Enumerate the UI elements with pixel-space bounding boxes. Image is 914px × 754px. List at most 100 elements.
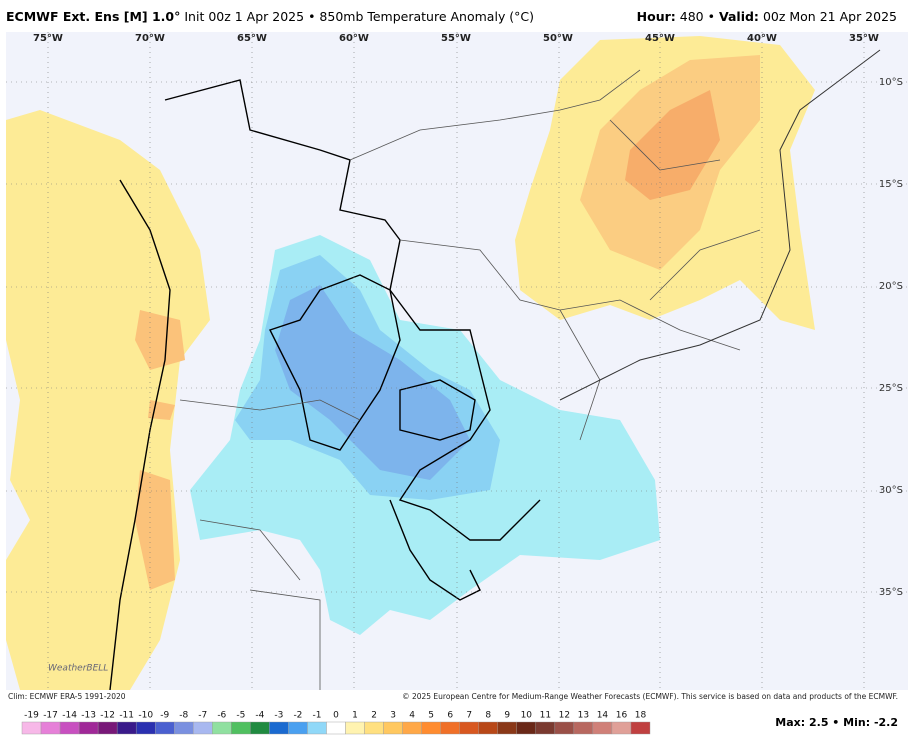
colorbar-swatch (440, 721, 460, 735)
colorbar-swatch (345, 721, 365, 735)
colorbar-swatch (554, 721, 575, 735)
climo-note: Clim: ECMWF ERA-5 1991-2020 (8, 692, 126, 701)
path (179, 399, 361, 690)
colorbar-label: 9 (504, 711, 510, 721)
path (349, 69, 641, 161)
path (269, 274, 401, 451)
colorbar-label: -13 (81, 711, 96, 721)
colorbar-label: -12 (100, 711, 115, 721)
colorbar-swatch (193, 721, 213, 735)
colorbar-swatch (307, 721, 327, 735)
map-body: WeatherBELL (6, 32, 908, 690)
valid: 00z Mon 21 Apr 2025 (763, 9, 897, 24)
colorbar-label: 8 (485, 711, 491, 721)
map: WeatherBELL 75°W 70°W 65°W 60°W 55°W 50°W 45°W… (6, 32, 908, 690)
lon-label: 35°W (849, 33, 879, 44)
colorbar-label: 0 (333, 711, 339, 721)
lon-label: 40°W (747, 33, 777, 44)
lat-label: 15°S (879, 179, 903, 190)
hour-label: Hour: (637, 9, 676, 24)
colorbar-swatch (21, 721, 42, 735)
colorbar-swatch (231, 721, 251, 735)
colorbar-label: -17 (43, 711, 58, 721)
colorbar-label: 2 (371, 711, 377, 721)
colorbar-label: 12 (559, 711, 570, 721)
colorbar-swatch (116, 721, 137, 735)
lat-label: 35°S (879, 587, 903, 598)
model: ECMWF Ext. Ens [M] 1.0° (6, 9, 180, 24)
colorbar-swatch (478, 721, 498, 735)
colorbar-label: 7 (466, 711, 472, 721)
lon-label: 75°W (33, 33, 63, 44)
colorbar-swatch (269, 721, 289, 735)
colorbar-label: 1 (352, 711, 358, 721)
hour: 480 • (680, 9, 715, 24)
colorbar-swatch (326, 721, 346, 735)
colorbar-swatch (78, 721, 99, 735)
colorbar-swatch (592, 721, 613, 735)
lat-label: 20°S (879, 281, 903, 292)
colorbar-label: 4 (409, 711, 415, 721)
colorbar-swatch (288, 721, 308, 735)
colorbar-label: -7 (198, 711, 207, 721)
cold-area (275, 285, 470, 480)
colorbar-label: 6 (447, 711, 453, 721)
colorbar-label: -9 (160, 711, 169, 721)
colorbar-label: -5 (236, 711, 245, 721)
colorbar-label: 16 (616, 711, 628, 721)
lon-labels: 75°W 70°W 65°W 60°W 55°W 50°W 45°W 40°W 35°W (33, 33, 879, 44)
colorbar-label: 10 (521, 711, 533, 721)
copyright: © 2025 European Centre for Medium-Range … (402, 692, 898, 701)
colorbar-swatch (421, 721, 441, 735)
path (389, 499, 481, 601)
colorbar-swatch (40, 721, 61, 735)
lon-label: 60°W (339, 33, 369, 44)
colorbar-swatch (497, 721, 517, 735)
lat-label: 25°S (879, 383, 903, 394)
colorbar-label: 18 (635, 711, 647, 721)
colorbar-swatch (383, 721, 403, 735)
colorbar-swatch (97, 721, 118, 735)
watermark: WeatherBELL (48, 664, 108, 674)
colorbar-swatch (516, 721, 537, 735)
path (164, 79, 541, 541)
max-min: Max: 2.5 • Min: -2.2 (775, 716, 898, 729)
colorbar-label: 11 (540, 711, 551, 721)
init: Init 00z 1 Apr 2025 • 850mb Temperature … (184, 9, 534, 24)
colorbar-swatch (611, 721, 632, 735)
colorbar-label: -8 (179, 711, 188, 721)
lat-label: 10°S (879, 77, 903, 88)
colorbar-label: -10 (138, 711, 153, 721)
colorbar-label: -3 (274, 711, 283, 721)
lon-label: 65°W (237, 33, 267, 44)
colorbar-label: -2 (293, 711, 302, 721)
coastline (559, 49, 881, 401)
header-right: Hour: 480 • Valid: 00z Mon 21 Apr 2025 (637, 9, 897, 24)
colorbar-label: -6 (217, 711, 226, 721)
colorbar-label: -4 (255, 711, 264, 721)
lon-label: 50°W (543, 33, 573, 44)
warm-area (135, 310, 185, 590)
lon-label: 70°W (135, 33, 165, 44)
valid-label: Valid: (719, 9, 759, 24)
path (399, 379, 476, 441)
colorbar-label: -14 (62, 711, 77, 721)
header-left: ECMWF Ext. Ens [M] 1.0° Init 00z 1 Apr 20… (6, 9, 534, 24)
lat-label: 30°S (879, 485, 903, 496)
lon-label: 45°W (645, 33, 675, 44)
colorbar-swatch (630, 721, 651, 735)
colorbar-label: -1 (312, 711, 321, 721)
colorbar-label: 14 (597, 711, 609, 721)
colorbar: -19 -17 -14 -13 -12 -11 -10 -9 -8 -7 -6 -5 -4 -3 -2 -1 0… (21, 711, 651, 735)
borders (109, 79, 541, 690)
colorbar-label: 13 (578, 711, 589, 721)
colorbar-swatch (402, 721, 422, 735)
colorbar-swatch (459, 721, 479, 735)
warm-area (625, 90, 720, 200)
colorbar-swatch (364, 721, 384, 735)
lat-labels: 10°S 15°S 20°S 25°S 30°S 35°S (879, 77, 903, 598)
colorbar-label: -19 (24, 711, 39, 721)
colorbar-swatch (155, 721, 175, 735)
